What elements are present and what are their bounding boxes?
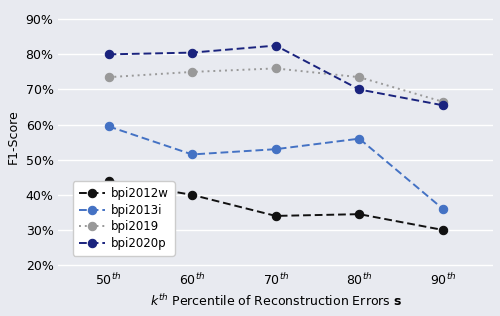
bpi2012w (440, 228, 446, 232)
bpi2020p (272, 44, 278, 47)
bpi2012w (272, 214, 278, 218)
bpi2020p (440, 103, 446, 107)
bpi2013i (106, 125, 112, 128)
bpi2013i (356, 137, 362, 141)
bpi2019 (272, 66, 278, 70)
Line: bpi2020p: bpi2020p (104, 41, 447, 109)
bpi2013i (272, 147, 278, 151)
bpi2012w (189, 193, 195, 197)
bpi2019 (106, 75, 112, 79)
bpi2020p (106, 52, 112, 56)
Y-axis label: F1-Score: F1-Score (7, 110, 20, 164)
bpi2020p (356, 88, 362, 91)
Line: bpi2019: bpi2019 (104, 64, 447, 106)
bpi2019 (440, 100, 446, 104)
bpi2019 (189, 70, 195, 74)
bpi2012w (106, 179, 112, 183)
bpi2019 (356, 75, 362, 79)
bpi2020p (189, 51, 195, 54)
bpi2013i (189, 153, 195, 156)
X-axis label: $k^{th}$ Percentile of Reconstruction Errors $\mathbf{s}$: $k^{th}$ Percentile of Reconstruction Er… (150, 293, 402, 309)
bpi2013i (440, 207, 446, 211)
Line: bpi2012w: bpi2012w (104, 177, 447, 234)
Legend: bpi2012w, bpi2013i, bpi2019, bpi2020p: bpi2012w, bpi2013i, bpi2019, bpi2020p (73, 181, 174, 256)
Line: bpi2013i: bpi2013i (104, 122, 447, 213)
bpi2012w (356, 212, 362, 216)
